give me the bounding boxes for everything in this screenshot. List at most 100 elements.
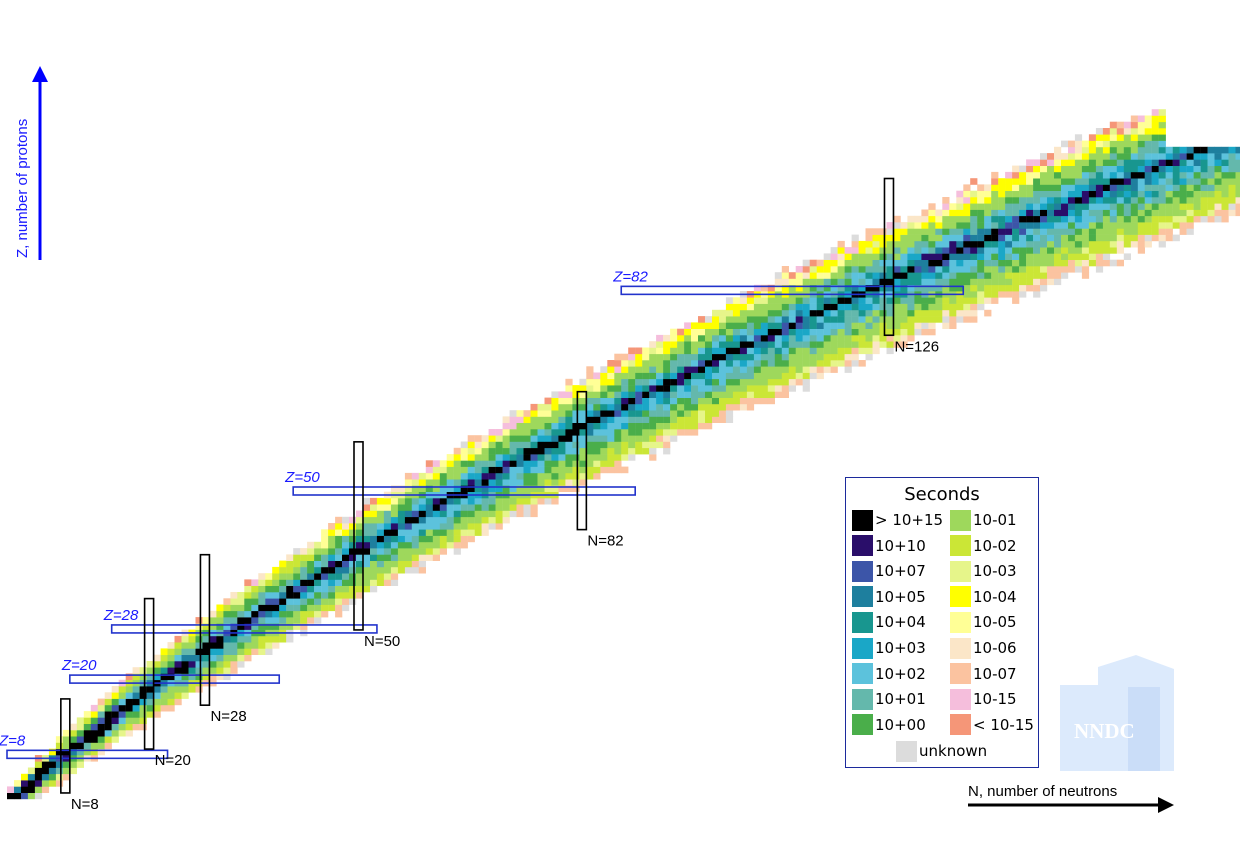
- nuclide-cell: [809, 278, 817, 286]
- nuclide-cell: [816, 284, 824, 292]
- nuclide-cell: [523, 416, 531, 423]
- nuclide-cell: [823, 353, 831, 361]
- nuclide-cell: [342, 573, 350, 580]
- nuclide-cell: [544, 403, 552, 411]
- nuclide-cell: [1054, 171, 1062, 179]
- nuclide-cell: [342, 529, 350, 536]
- nuclide-cell: [698, 391, 706, 398]
- nuclide-cell: [663, 360, 671, 367]
- nuclide-cell: [921, 328, 929, 336]
- nuclide-cell: [858, 360, 866, 367]
- nuclide-cell: [719, 328, 727, 336]
- nuclide-cell: [432, 554, 440, 561]
- nuclide-cell: [705, 410, 713, 417]
- nuclide-cell: [516, 422, 524, 430]
- legend-label: 10+07: [875, 562, 926, 581]
- nuclide-cell: [446, 479, 454, 486]
- nuclide-cell: [397, 529, 406, 536]
- nuclide-cell: [1109, 159, 1117, 166]
- nuclide-cell: [544, 497, 552, 505]
- nuclide-cell: [1088, 240, 1097, 248]
- nuclide-cell: [956, 197, 964, 204]
- nuclide-cell: [1019, 228, 1027, 235]
- nuclide-cell: [97, 729, 105, 737]
- nuclide-cell: [1074, 203, 1083, 210]
- nuclide-cell: [1005, 259, 1013, 267]
- nuclide-cell: [174, 698, 182, 706]
- nuclide-cell: [991, 297, 999, 304]
- nuclide-cell: [1088, 159, 1097, 166]
- nuclide-cell: [1095, 171, 1104, 179]
- nuclide-cell: [181, 648, 189, 655]
- nuclide-cell: [1047, 215, 1055, 223]
- nuclide-cell: [649, 403, 657, 411]
- nuclide-cell: [418, 516, 426, 524]
- nuclide-cell: [1005, 266, 1013, 273]
- nuclide-cell: [376, 579, 385, 586]
- nuclide-cell: [649, 429, 657, 436]
- nuclide-cell: [998, 247, 1006, 254]
- nuclide-cell: [663, 416, 671, 423]
- nuclide-cell: [1068, 146, 1076, 154]
- nuclide-cell: [244, 623, 252, 630]
- nuclide-cell: [670, 341, 678, 348]
- nuclide-cell: [97, 742, 105, 750]
- nuclide-cell: [167, 642, 175, 649]
- nuclide-cell: [774, 391, 782, 398]
- nuclide-cell: [370, 585, 378, 593]
- nuclide-cell: [719, 397, 727, 405]
- nuclide-cell: [1123, 184, 1131, 191]
- nuclide-cell: [649, 385, 657, 392]
- nuclide-cell: [481, 472, 489, 480]
- nuclide-cell: [544, 441, 552, 449]
- nuclide-cell: [411, 510, 419, 518]
- nuclide-cell: [1040, 259, 1048, 267]
- nuclide-cell: [977, 184, 985, 191]
- nuclide-cell: [544, 422, 552, 430]
- nuclide-cell: [879, 247, 887, 254]
- nuclide-cell: [719, 403, 727, 411]
- nuclide-cell: [1081, 247, 1090, 254]
- nuclide-cell: [1109, 128, 1117, 135]
- nuclide-cell: [153, 698, 161, 706]
- nuclide-cell: [307, 554, 315, 561]
- nuclide-cell: [837, 328, 845, 336]
- nuclide-cell: [684, 328, 692, 336]
- nuclide-cell: [684, 416, 692, 423]
- nuclide-cell: [209, 617, 217, 624]
- nuclide-cell: [767, 385, 775, 392]
- nuclide-cell: [753, 397, 762, 405]
- nuclide-cell: [732, 397, 741, 405]
- nuclide-cell: [1151, 115, 1159, 123]
- nuclide-cell: [195, 623, 203, 630]
- nuclide-cell: [139, 667, 147, 674]
- nuclide-cell: [900, 272, 908, 279]
- nuclide-cell: [942, 209, 950, 217]
- nuclide-cell: [216, 642, 224, 649]
- nuclide-cell: [1137, 215, 1145, 223]
- nuclide-cell: [621, 422, 629, 430]
- nuclide-cell: [1109, 215, 1117, 223]
- nuclide-cell: [481, 504, 489, 511]
- nuclide-cell: [984, 291, 992, 298]
- nuclide-cell: [216, 667, 224, 674]
- nuclide-cell: [558, 403, 566, 411]
- nuclide-cell: [1221, 165, 1229, 173]
- nuclide-cell: [488, 523, 496, 530]
- nuclide-cell: [279, 610, 287, 618]
- nuclide-cell: [886, 222, 894, 229]
- nuclide-cell: [614, 353, 622, 361]
- nuclide-cell: [432, 497, 440, 505]
- nuclide-cell: [1074, 146, 1083, 154]
- nuclide-cell: [1123, 165, 1131, 173]
- nuclide-cell: [956, 234, 964, 242]
- nuclide-cell: [349, 529, 357, 536]
- nuclide-cell: [1102, 203, 1111, 210]
- nuclide-cell: [963, 184, 971, 191]
- nuclide-cell: [760, 385, 768, 392]
- nuclide-cell: [886, 272, 894, 279]
- nuclide-cell: [705, 347, 713, 355]
- nuclide-cell: [732, 378, 741, 386]
- nuclide-cell: [14, 786, 22, 793]
- nuclide-cell: [984, 309, 992, 317]
